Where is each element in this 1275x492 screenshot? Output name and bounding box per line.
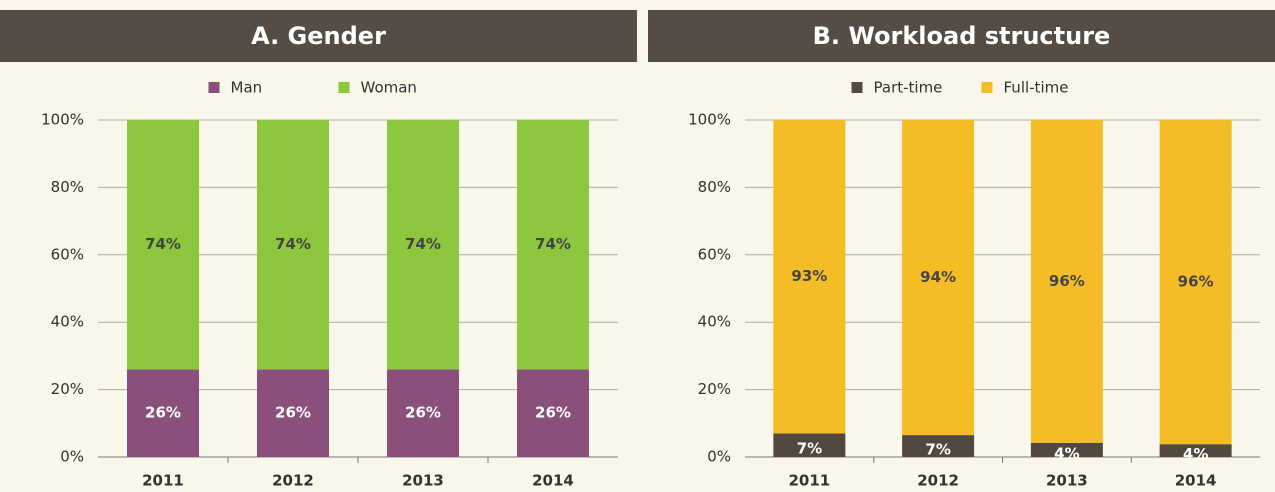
y-tick-label: 80% [51, 178, 84, 196]
data-label: 26% [405, 404, 441, 422]
bar-segment [902, 435, 975, 457]
y-tick-label: 40% [51, 313, 84, 331]
data-label: 74% [405, 235, 441, 253]
data-label: 7% [925, 441, 950, 459]
legend-label: Woman [361, 79, 417, 97]
y-tick-label: 60% [698, 245, 731, 263]
bar-segment [773, 120, 846, 434]
x-tick-label: 2014 [532, 472, 574, 490]
x-tick-label: 2011 [142, 472, 184, 490]
y-tick-label: 100% [41, 111, 84, 129]
data-label: 74% [145, 235, 181, 253]
legend-swatch [208, 82, 220, 93]
bar-segment [127, 120, 199, 370]
x-tick-label: 2013 [1046, 472, 1088, 490]
data-label: 26% [535, 404, 571, 422]
legend-swatch [338, 82, 350, 93]
y-tick-label: 60% [51, 245, 84, 263]
bar-segment [387, 369, 459, 457]
data-label: 26% [145, 404, 181, 422]
bar-segment [127, 369, 199, 457]
x-tick-label: 2012 [272, 472, 314, 490]
data-label: 94% [920, 268, 956, 286]
bar-segment [1159, 444, 1232, 457]
legend-label: Man [231, 79, 263, 97]
data-label: 4% [1183, 445, 1208, 463]
panel-header [0, 10, 637, 62]
data-label: 7% [797, 440, 822, 458]
legend-swatch [981, 82, 993, 93]
y-tick-label: 0% [60, 448, 84, 466]
bar-segment [1159, 120, 1232, 445]
bar-segment [517, 369, 589, 457]
bar-segment [902, 120, 975, 436]
data-label: 93% [791, 267, 827, 285]
data-label: 74% [535, 235, 571, 253]
legend-label: Part-time [874, 79, 943, 97]
bar-segment [257, 120, 329, 370]
bar-segment [517, 120, 589, 370]
x-tick-label: 2014 [1175, 472, 1217, 490]
chart-title: A. Gender [251, 22, 386, 50]
data-label: 96% [1178, 273, 1214, 291]
x-tick-label: 2013 [402, 472, 444, 490]
bar-segment [387, 120, 459, 370]
legend-swatch [851, 82, 863, 93]
panel-header [648, 10, 1275, 62]
data-label: 4% [1054, 444, 1079, 462]
data-label: 26% [275, 404, 311, 422]
bar-segment [1030, 442, 1103, 457]
chart-title: B. Workload structure [813, 22, 1111, 50]
bar-segment [257, 369, 329, 457]
y-tick-label: 20% [698, 380, 731, 398]
y-tick-label: 100% [688, 111, 731, 129]
y-tick-label: 40% [698, 313, 731, 331]
y-tick-label: 80% [698, 178, 731, 196]
data-label: 74% [275, 235, 311, 253]
x-tick-label: 2011 [789, 472, 831, 490]
x-tick-label: 2012 [917, 472, 959, 490]
bar-segment [1030, 120, 1103, 443]
legend-label: Full-time [1004, 79, 1069, 97]
y-tick-label: 0% [707, 448, 731, 466]
bar-segment [773, 433, 846, 457]
data-label: 96% [1049, 272, 1085, 290]
y-tick-label: 20% [51, 380, 84, 398]
